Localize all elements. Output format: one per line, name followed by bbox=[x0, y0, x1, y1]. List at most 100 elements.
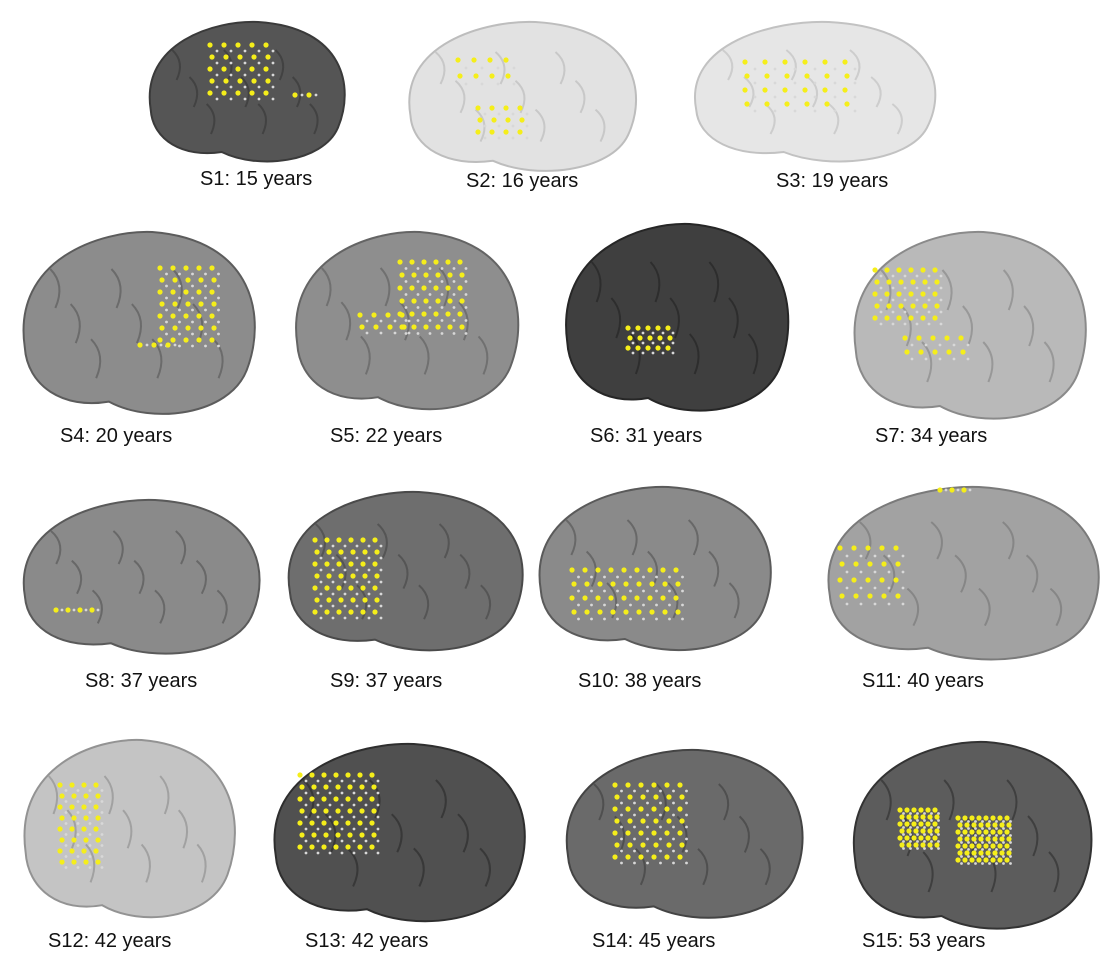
electrode-active bbox=[920, 814, 926, 820]
electrode-active bbox=[992, 850, 998, 856]
electrode-inactive bbox=[901, 554, 905, 558]
electrode-active bbox=[920, 828, 926, 834]
electrode-active bbox=[897, 835, 903, 841]
sulcus-line bbox=[66, 809, 77, 849]
sulcus-line bbox=[71, 559, 83, 595]
electrode-inactive bbox=[217, 308, 220, 312]
electrode-inactive bbox=[887, 602, 891, 606]
electrode-inactive bbox=[319, 568, 323, 572]
electrode-inactive bbox=[483, 124, 487, 128]
electrode-active bbox=[196, 289, 202, 295]
electrode-active bbox=[955, 829, 961, 835]
electrode-active bbox=[423, 324, 429, 330]
electrode-inactive bbox=[76, 822, 80, 825]
electrode-inactive bbox=[909, 819, 912, 822]
sulcus-line bbox=[315, 523, 326, 559]
electrode-inactive bbox=[879, 298, 883, 302]
electrode-active bbox=[95, 859, 101, 865]
sulcus-line bbox=[356, 584, 368, 620]
sulcus-line bbox=[554, 51, 566, 85]
electrode-active bbox=[595, 567, 601, 573]
electrode-active bbox=[324, 561, 330, 567]
electrode-active bbox=[851, 545, 857, 551]
electrode-inactive bbox=[100, 800, 104, 803]
electrode-inactive bbox=[64, 789, 68, 792]
electrode-active bbox=[211, 301, 217, 307]
electrode-inactive bbox=[464, 280, 468, 283]
electrode-inactive bbox=[773, 81, 777, 85]
electrode-inactive bbox=[1009, 848, 1012, 851]
panel-caption: S15: 53 years bbox=[862, 930, 986, 952]
electrode-active bbox=[299, 808, 305, 814]
electrode-active bbox=[409, 285, 415, 291]
electrode-inactive bbox=[96, 608, 100, 612]
electrode-inactive bbox=[1002, 834, 1005, 837]
sulcus-line bbox=[154, 589, 166, 624]
electrode-inactive bbox=[1009, 841, 1012, 844]
electrode-active bbox=[207, 42, 213, 48]
electrode-inactive bbox=[577, 617, 580, 621]
electrode-inactive bbox=[1009, 820, 1012, 823]
electrode-inactive bbox=[243, 73, 247, 77]
electrode-inactive bbox=[672, 801, 675, 805]
electrode-inactive bbox=[452, 267, 456, 270]
electrode-active bbox=[804, 101, 810, 107]
sulcus-line bbox=[195, 559, 207, 595]
electrode-inactive bbox=[833, 95, 837, 99]
electrode-active bbox=[927, 828, 933, 834]
electrode-inactive bbox=[590, 617, 593, 621]
electrode-active bbox=[957, 850, 963, 856]
electrode-active bbox=[662, 609, 668, 615]
electrode-active bbox=[198, 277, 204, 283]
electrode-inactive bbox=[974, 848, 977, 851]
electrode-inactive bbox=[671, 331, 675, 335]
electrode-active bbox=[1004, 815, 1010, 821]
electrode-inactive bbox=[379, 592, 383, 596]
electrode-inactive bbox=[620, 837, 623, 841]
sulcus-line bbox=[302, 779, 315, 819]
electrode-active bbox=[399, 272, 405, 278]
sulcus-line bbox=[610, 297, 622, 339]
electrode-inactive bbox=[616, 617, 619, 621]
electrode-active bbox=[677, 854, 683, 860]
electrode-active bbox=[185, 277, 191, 283]
electrode-inactive bbox=[681, 589, 684, 593]
electrode-inactive bbox=[887, 554, 891, 558]
electrode-active bbox=[433, 285, 439, 291]
electrode-inactive bbox=[974, 862, 977, 865]
electrode-active bbox=[822, 59, 828, 65]
electrode-active bbox=[69, 782, 75, 788]
electrode-inactive bbox=[927, 274, 931, 278]
electrode-inactive bbox=[655, 617, 658, 621]
electrode-inactive bbox=[995, 841, 998, 844]
electrode-inactive bbox=[367, 604, 371, 608]
electrode-active bbox=[969, 857, 975, 863]
electrode-active bbox=[357, 844, 363, 850]
electrode-inactive bbox=[968, 488, 972, 492]
electrode-inactive bbox=[512, 82, 516, 86]
electrode-inactive bbox=[891, 322, 895, 326]
electrode-inactive bbox=[440, 293, 444, 296]
electrode-inactive bbox=[916, 826, 919, 829]
electrode-inactive bbox=[988, 855, 991, 858]
electrode-active bbox=[421, 259, 427, 265]
electrode-inactive bbox=[681, 603, 684, 607]
panel-caption: S7: 34 years bbox=[875, 425, 988, 447]
panel-caption: S14: 45 years bbox=[592, 930, 716, 952]
electrode-inactive bbox=[903, 298, 907, 302]
electrode-active bbox=[625, 345, 631, 351]
electrode-active bbox=[978, 836, 984, 842]
electrode-active bbox=[927, 842, 933, 848]
electrode-inactive bbox=[76, 844, 80, 847]
electrode-inactive bbox=[145, 343, 149, 347]
electrode-inactive bbox=[215, 85, 219, 89]
electrode-inactive bbox=[902, 847, 905, 850]
electrode-inactive bbox=[967, 827, 970, 830]
electrode-inactive bbox=[753, 95, 757, 99]
electrode-inactive bbox=[191, 332, 194, 336]
electrode-inactive bbox=[633, 861, 636, 865]
sulcus-line bbox=[391, 813, 403, 853]
electrode-active bbox=[345, 796, 351, 802]
electrode-inactive bbox=[956, 488, 960, 492]
electrode-inactive bbox=[416, 332, 420, 335]
